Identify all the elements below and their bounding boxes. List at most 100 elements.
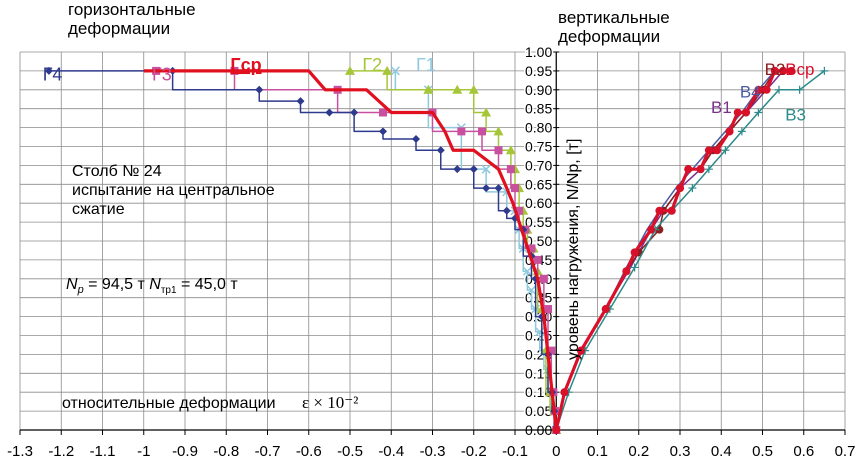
load-values: Np = 94,5 т Nтр1 = 45,0 т [66, 275, 238, 300]
series-label: Гср [230, 55, 261, 75]
series-line [554, 69, 792, 431]
data-point-plus [737, 127, 746, 136]
left-heading-line2: деформации [68, 19, 171, 38]
data-point-circle [713, 146, 722, 155]
pillar-number: Столб № 24 [72, 163, 162, 180]
data-point-circle [552, 426, 561, 434]
data-point-circle [733, 108, 742, 117]
data-point-circle [622, 267, 631, 276]
x-tick-label: 0.2 [628, 443, 649, 460]
data-point-plus [704, 165, 713, 174]
data-point-plus [630, 263, 639, 272]
series-label: В2 [765, 60, 786, 79]
series-labels: Г4 Г3 Гср Г2 Г1 В2 Вср В4 В1 В3 [43, 55, 815, 124]
data-point-plus [688, 184, 697, 193]
series-label: Вср [785, 60, 814, 79]
data-point-triangle [423, 84, 434, 94]
data-point-circle [754, 85, 763, 94]
series-line [143, 69, 558, 431]
relative-deformations-label: относительные деформации ε × 10⁻² [62, 393, 358, 413]
data-point-triangle [493, 126, 504, 136]
data-point-circle [725, 127, 734, 136]
y-tick-label: 0.60 [525, 195, 552, 211]
y-tick-label: 0.70 [525, 157, 552, 173]
data-point-plus [820, 66, 829, 75]
data-point-square [547, 346, 556, 355]
data-point-diamond [296, 97, 305, 106]
y-tick-label: 0.95 [525, 63, 552, 79]
data-point-diamond [436, 146, 445, 155]
x-tick-label: 0 [552, 443, 560, 460]
data-point-triangle [452, 84, 463, 94]
np-symbol: N [66, 276, 78, 293]
ntr-subscript: тр1 [160, 285, 177, 297]
x-tick-label: -0.9 [172, 443, 198, 460]
data-point-diamond [379, 127, 387, 136]
x-tick-label: 0.1 [587, 443, 608, 460]
right-heading-line2: деформации [558, 27, 661, 46]
x-tick-label: -0.4 [378, 443, 404, 460]
x-tick-label: -0.8 [213, 443, 239, 460]
data-point-circle [684, 165, 693, 174]
data-point-plus [795, 85, 804, 94]
series-Вср [552, 66, 796, 434]
data-point-triangle [345, 65, 355, 75]
data-point-diamond [494, 184, 503, 193]
data-point-diamond [469, 165, 478, 174]
data-point-square [457, 127, 466, 136]
data-point-diamond [453, 165, 462, 174]
series-Гср [143, 69, 558, 431]
data-point-square [527, 244, 536, 253]
series-В3 [552, 66, 829, 434]
data-point-circle [770, 66, 779, 75]
data-point-diamond [502, 206, 511, 215]
data-point-diamond [325, 108, 334, 117]
relative-deformations-text: относительные деформации [62, 395, 276, 412]
x-tick-label: 0.7 [835, 443, 856, 460]
series-label: В3 [785, 105, 806, 124]
test-type-line1: испытание на центральное [72, 182, 275, 199]
series-lines [44, 65, 829, 435]
y-tick-label: 0.05 [525, 403, 552, 419]
data-point-triangle [468, 84, 479, 94]
data-point-square [533, 255, 542, 264]
data-point-square [478, 127, 486, 136]
data-point-triangle [505, 145, 516, 155]
right-heading: вертикальные деформации [558, 8, 670, 46]
data-point-plus [754, 108, 763, 117]
x-tick-label: 0.4 [711, 443, 732, 460]
data-point-x [522, 266, 532, 276]
x-tick-label: 0.6 [793, 443, 814, 460]
data-point-x [390, 66, 400, 76]
y-tick-label: 0.75 [525, 139, 552, 155]
test-type-line2: сжатие [72, 201, 125, 218]
series-label: В1 [711, 98, 732, 117]
data-point-diamond [44, 66, 53, 75]
data-point-square [511, 184, 519, 193]
data-point-plus [721, 146, 730, 155]
left-heading-line1: горизонтальные [68, 0, 196, 19]
data-point-diamond [350, 108, 359, 117]
data-point-circle [696, 165, 705, 174]
data-point-circle [667, 206, 676, 215]
data-point-square [379, 108, 387, 117]
x-tick-label: -0.7 [255, 443, 281, 460]
data-point-circle [779, 66, 788, 75]
y-tick-label: 0.90 [525, 82, 552, 98]
data-point-square [494, 146, 503, 155]
x-tick-label: 0.3 [670, 443, 691, 460]
np-value: = 94,5 т [83, 276, 150, 293]
x-tick-label: -0.2 [461, 443, 487, 460]
data-point-circle [601, 305, 610, 314]
data-point-triangle [382, 65, 393, 75]
data-point-circle [577, 346, 585, 355]
x-tick-label: -0.1 [502, 443, 528, 460]
data-point-plus [775, 85, 783, 94]
y-tick-label: 0.80 [525, 120, 552, 136]
y-axis-label: уровень нагружения, N/Np, [т] [565, 138, 582, 360]
data-point-circle [762, 85, 771, 94]
data-point-x [481, 164, 491, 174]
x-tick-label: -0.5 [337, 443, 363, 460]
data-point-diamond [412, 134, 420, 143]
series-label: В4 [740, 83, 761, 102]
